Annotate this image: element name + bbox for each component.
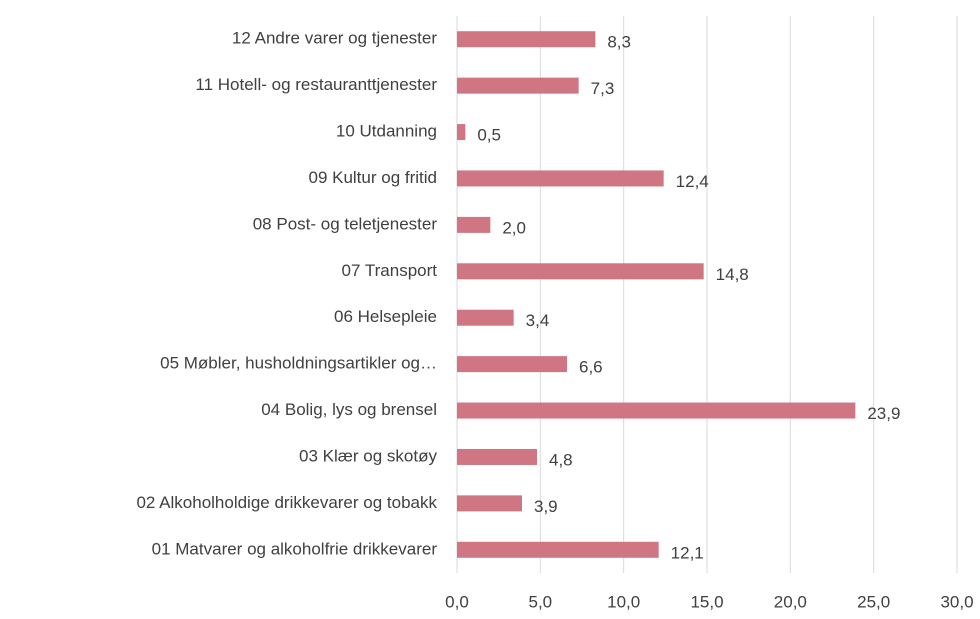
value-label: 3,4 <box>526 311 550 330</box>
y-tick-label: 12 Andre varer og tjenester <box>232 29 437 48</box>
y-tick-label: 09 Kultur og fritid <box>308 168 437 187</box>
bar <box>457 541 659 558</box>
value-label: 6,6 <box>579 358 603 377</box>
x-tick-label: 30,0 <box>940 592 973 611</box>
value-label: 23,9 <box>867 404 900 423</box>
x-tick-label: 5,0 <box>529 592 553 611</box>
bar <box>457 31 596 48</box>
bar <box>457 124 466 141</box>
y-tick-label: 11 Hotell- og restauranttjenester <box>195 75 437 94</box>
y-tick-label: 06 Helsepleie <box>334 307 437 326</box>
bar <box>457 309 514 326</box>
bar <box>457 263 704 280</box>
value-label: 12,4 <box>676 172 709 191</box>
x-tick-label: 25,0 <box>857 592 890 611</box>
value-label: 7,3 <box>591 79 615 98</box>
value-label: 14,8 <box>716 265 749 284</box>
x-tick-label: 0,0 <box>445 592 469 611</box>
x-tick-label: 20,0 <box>774 592 807 611</box>
bar <box>457 495 522 512</box>
bar <box>457 77 579 94</box>
bar <box>457 448 537 465</box>
y-tick-label: 10 Utdanning <box>336 122 437 141</box>
x-tick-label: 10,0 <box>607 592 640 611</box>
bar <box>457 216 491 233</box>
y-tick-label: 03 Klær og skotøy <box>299 446 437 465</box>
value-label: 0,5 <box>477 126 501 145</box>
value-label: 8,3 <box>607 33 631 52</box>
value-label: 12,1 <box>671 543 704 562</box>
y-tick-label: 05 Møbler, husholdningsartikler og… <box>160 354 437 373</box>
y-tick-label: 08 Post- og teletjenester <box>253 214 438 233</box>
value-label: 2,0 <box>502 218 526 237</box>
value-label: 4,8 <box>549 450 573 469</box>
y-tick-label: 02 Alkoholholdige drikkevarer og tobakk <box>136 493 437 512</box>
y-tick-label: 04 Bolig, lys og brensel <box>261 400 437 419</box>
bar <box>457 356 567 373</box>
y-tick-label: 01 Matvarer og alkoholfrie drikkevarer <box>152 539 438 558</box>
y-tick-label: 07 Transport <box>342 261 438 280</box>
x-tick-label: 15,0 <box>690 592 723 611</box>
bar <box>457 170 664 187</box>
bar <box>457 402 856 419</box>
value-label: 3,9 <box>534 497 558 516</box>
